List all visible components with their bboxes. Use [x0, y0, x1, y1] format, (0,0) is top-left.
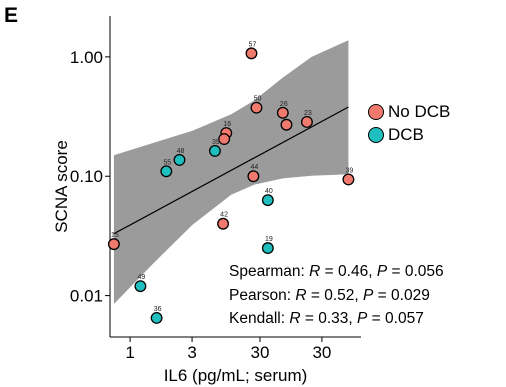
- point-label-dcb-3: 40: [265, 188, 273, 195]
- point-label-dcb-1: 55: [163, 159, 171, 166]
- stat-pearson-r-label: R: [295, 287, 307, 304]
- stat-spearman-r: 0.46: [338, 263, 369, 280]
- point-label-no-dcb-7: 44: [250, 164, 258, 171]
- point-label-no-dcb-10: 15: [111, 232, 119, 239]
- point-no-dcb-1: [250, 101, 263, 114]
- point-label-no-dcb-9: 42: [220, 212, 228, 219]
- y-axis-label: SCNA score: [52, 140, 71, 233]
- point-label-dcb-2: 39: [212, 139, 220, 146]
- stat-spearman-p: 0.056: [404, 263, 444, 280]
- stat-pearson: Pearson: R = 0.52, P = 0.029: [229, 287, 430, 304]
- confidence-band: [113, 40, 349, 304]
- point-no-dcb-7: [247, 170, 260, 183]
- point-label-dcb-0: 48: [177, 148, 185, 155]
- point-label-no-dcb-4: 23: [304, 110, 312, 117]
- legend-swatch-dcb: [368, 127, 384, 143]
- stat-pearson-name: Pearson: [229, 287, 287, 304]
- stat-kendall-r: 0.33: [318, 310, 349, 327]
- point-dcb-6: [150, 311, 163, 324]
- y-tick-label-1: 0.10: [70, 167, 103, 186]
- regression-line: [113, 106, 349, 235]
- stat-kendall-p-label: P: [357, 310, 368, 327]
- point-no-dcb-9: [217, 217, 230, 230]
- point-no-dcb-2: [276, 106, 289, 119]
- x-tick-label-0: 1: [125, 343, 134, 362]
- stat-spearman-name: Spearman: [229, 263, 301, 280]
- legend-item-no-dcb: No DCB: [368, 102, 450, 122]
- x-axis-label: IL6 (pg/mL; serum): [164, 366, 308, 385]
- point-label-no-dcb-5: 16: [223, 121, 231, 128]
- point-label-dcb-5: 49: [137, 274, 145, 281]
- point-label-no-dcb-2: 26: [280, 101, 288, 108]
- point-label-no-dcb-8: 39: [346, 167, 354, 174]
- x-tick-label-2: 30: [250, 343, 269, 362]
- legend-swatch-no-dcb: [368, 104, 384, 120]
- point-dcb-2: [208, 144, 221, 157]
- x-tick-label-1: 3: [187, 343, 196, 362]
- point-no-dcb-0: [245, 47, 258, 60]
- point-label-no-dcb-1: 50: [254, 96, 262, 103]
- stat-pearson-p: 0.029: [391, 287, 430, 304]
- y-tick-label-2: 1.00: [70, 48, 103, 67]
- point-no-dcb-4: [300, 115, 313, 128]
- stat-pearson-r: 0.52: [324, 287, 355, 304]
- point-label-no-dcb-0: 57: [249, 41, 257, 48]
- point-dcb-1: [160, 165, 173, 178]
- x-tick-label-3: 30: [312, 343, 331, 362]
- point-label-dcb-4: 19: [265, 236, 273, 243]
- y-tick-label-0: 0.01: [70, 287, 103, 306]
- stat-spearman: Spearman: R = 0.46, P = 0.056: [229, 263, 444, 280]
- point-dcb-5: [134, 280, 147, 293]
- point-no-dcb-8: [342, 173, 355, 186]
- point-dcb-0: [173, 153, 186, 166]
- stat-pearson-p-label: P: [363, 287, 374, 304]
- stat-spearman-p-label: P: [376, 263, 388, 280]
- point-dcb-4: [261, 242, 274, 255]
- panel-label: E: [4, 4, 19, 27]
- stat-spearman-r-label: R: [309, 263, 321, 280]
- stat-kendall-r-label: R: [289, 310, 301, 327]
- legend-label-dcb: DCB: [388, 125, 424, 144]
- stat-kendall-p: 0.057: [385, 310, 424, 327]
- point-no-dcb-10: [107, 238, 120, 251]
- point-dcb-3: [261, 194, 274, 207]
- legend-item-dcb: DCB: [368, 125, 424, 145]
- point-label-dcb-6: 36: [154, 306, 162, 313]
- stat-kendall: Kendall: R = 0.33, P = 0.057: [229, 310, 424, 327]
- stat-kendall-name: Kendall: [229, 310, 281, 327]
- point-no-dcb-3: [280, 118, 293, 131]
- legend-label-no-dcb: No DCB: [388, 102, 451, 121]
- point-no-dcb-6: [218, 133, 231, 145]
